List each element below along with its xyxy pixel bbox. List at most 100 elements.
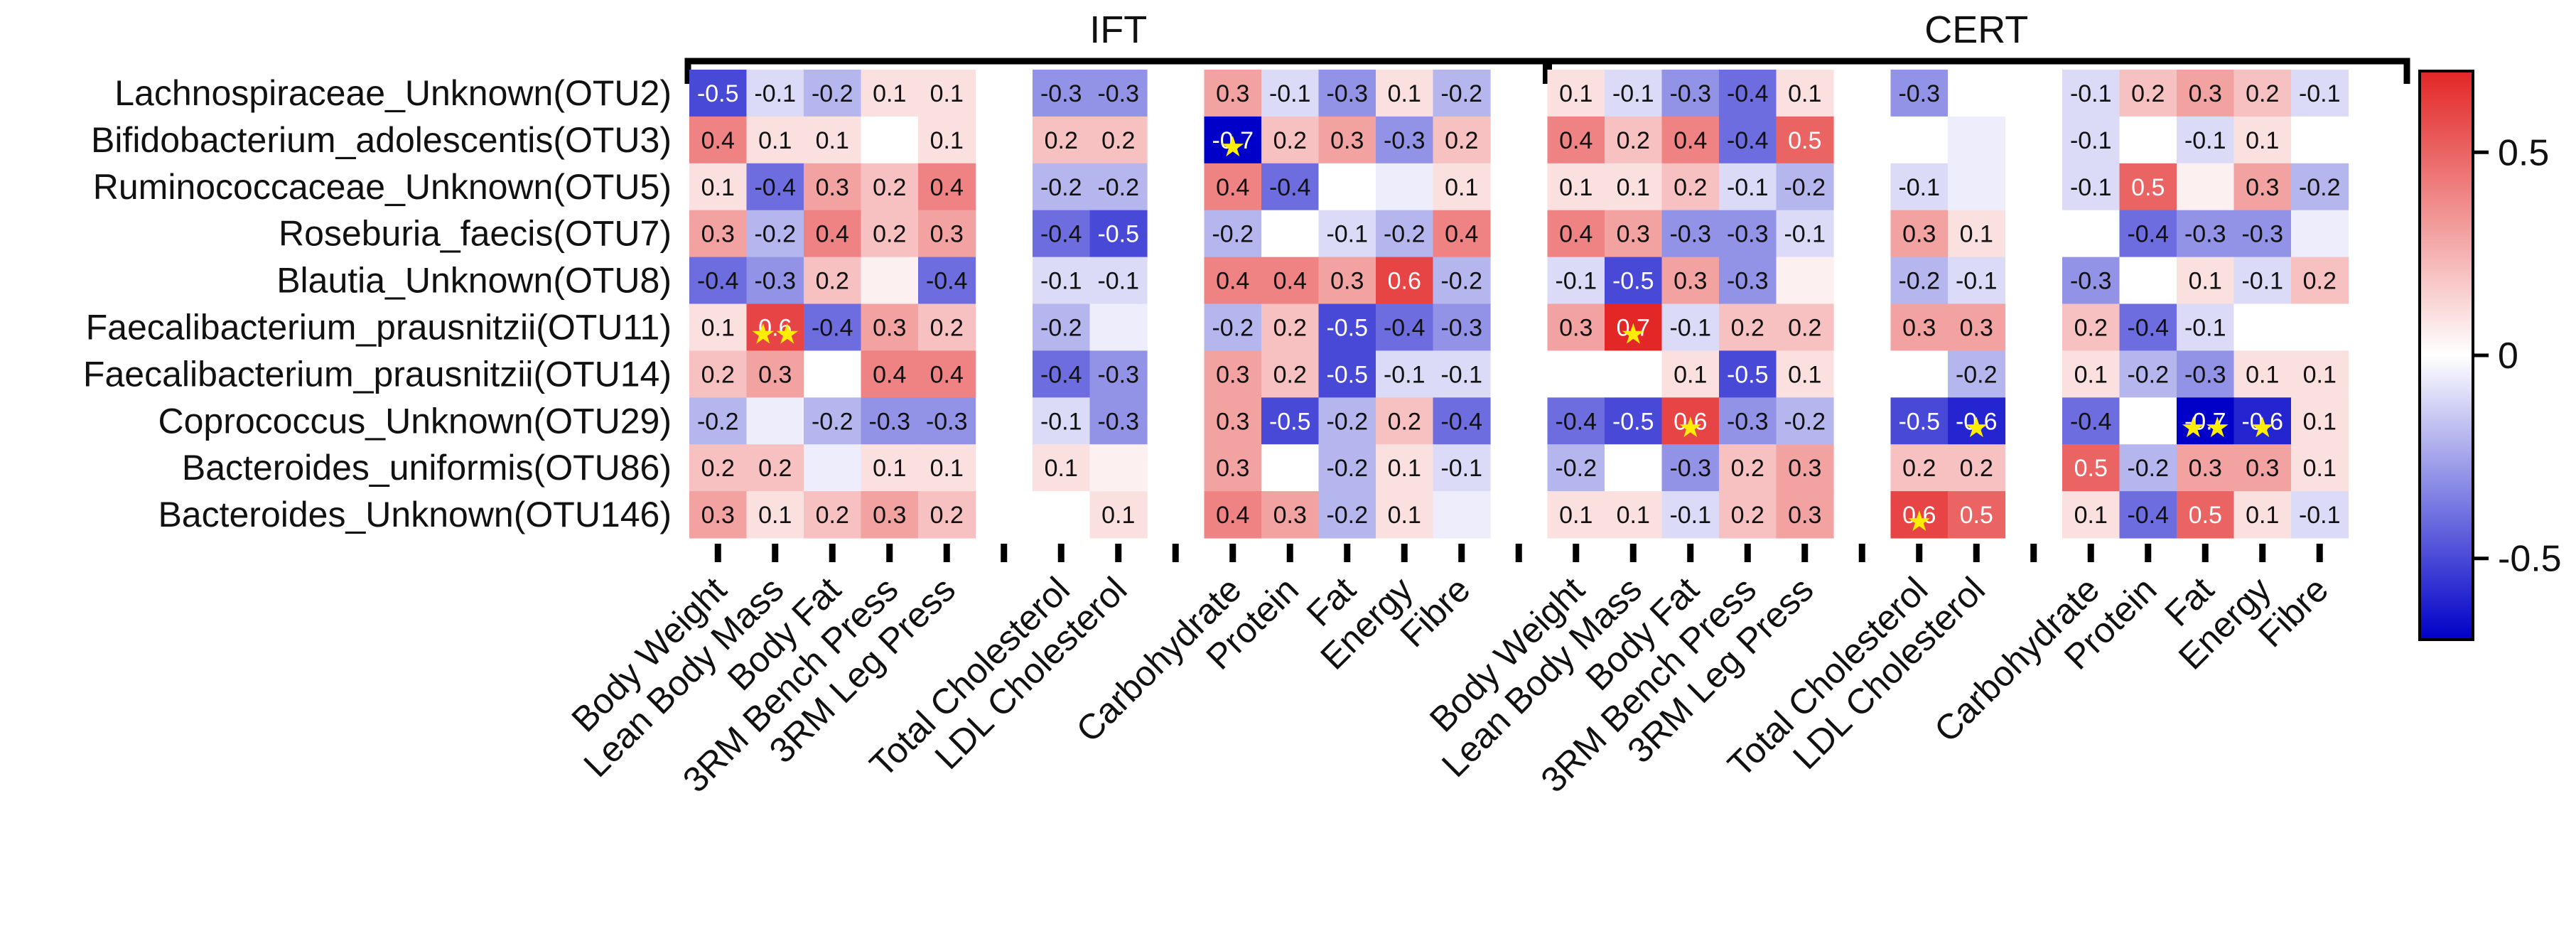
- cell-value-label: -0.4: [1440, 408, 1482, 435]
- heatmap-cell: [2291, 257, 2349, 305]
- heatmap-cell: [1318, 163, 1376, 211]
- heatmap-cell: [1719, 350, 1777, 398]
- heatmap-cell: [1204, 397, 1262, 445]
- heatmap-cell: [1433, 491, 1491, 539]
- heatmap-cell: [1033, 444, 1091, 492]
- cell-value-label: 0.4: [1216, 174, 1249, 201]
- heatmap-cell: [2233, 210, 2292, 258]
- cell-value-label: 0.1: [1617, 174, 1650, 201]
- cell-value-label: 0.1: [2246, 502, 2279, 529]
- column-tick: [1801, 544, 1809, 562]
- heatmap-cell: [746, 163, 804, 211]
- significance-star: ★: [1620, 318, 1646, 350]
- heatmap-cell: [2062, 350, 2120, 398]
- cell-value-label: 0.2: [816, 268, 849, 295]
- cell-value-label: -0.1: [1784, 221, 1826, 248]
- column-tick: [1001, 544, 1008, 562]
- heatmap-cell: [1204, 70, 1262, 117]
- heatmap-cell: [1719, 163, 1777, 211]
- cell-value-label: -0.2: [2299, 174, 2341, 201]
- heatmap-cell: [746, 70, 804, 117]
- heatmap-cell: [1089, 257, 1148, 305]
- cell-value-label: 0.3: [816, 174, 849, 201]
- cell-value-label: -0.5: [1269, 408, 1311, 435]
- significance-star: ★: [775, 318, 800, 350]
- heatmap-cell: [2062, 210, 2120, 258]
- cell-value-label: -0.3: [1669, 80, 1711, 107]
- cell-value-label: 0.2: [2303, 268, 2337, 295]
- heatmap-cell: [2119, 70, 2177, 117]
- heatmap-cell: [1261, 163, 1320, 211]
- heatmap-cell: [804, 116, 862, 164]
- heatmap-cell: [689, 303, 748, 351]
- cell-value-label: -0.1: [2184, 314, 2226, 341]
- cell-value-label: 0.1: [930, 455, 964, 482]
- heatmap-cell: [1661, 350, 1720, 398]
- cell-value-label: -0.1: [1669, 314, 1711, 341]
- heatmap-cell: [2177, 491, 2235, 539]
- heatmap-cells: [689, 70, 2349, 539]
- heatmap-cell: [1547, 350, 1605, 398]
- cell-value-label: 0.6: [758, 314, 792, 341]
- cell-value-label: 0.4: [816, 221, 849, 248]
- heatmap-cell: [1433, 116, 1491, 164]
- cell-value-label: -0.4: [1555, 408, 1597, 435]
- heatmap-cell: [861, 116, 919, 164]
- heatmap-cell: [918, 444, 976, 492]
- column-tick: [2259, 544, 2266, 562]
- heatmap-cell: [804, 350, 862, 398]
- heatmap-cell: [1033, 116, 1091, 164]
- cell-value-label: -0.3: [1326, 80, 1368, 107]
- heatmap-cell: [1719, 210, 1777, 258]
- heatmap-cell: [746, 116, 804, 164]
- heatmap-cell: [746, 303, 804, 351]
- heatmap-cell: [804, 163, 862, 211]
- cell-value-label: -0.1: [1040, 408, 1082, 435]
- cell-value-label: 0.2: [873, 221, 906, 248]
- cell-value-label: -0.3: [1898, 80, 1940, 107]
- heatmap-cell: [1948, 397, 2006, 445]
- cell-value-label: -0.2: [1097, 174, 1139, 201]
- cell-value-label: 0.1: [1101, 502, 1135, 529]
- cell-value-label: -0.3: [1384, 127, 1426, 154]
- cell-value-label: -0.4: [2127, 314, 2169, 341]
- cell-value-label: -0.2: [1212, 221, 1254, 248]
- heatmap-cell: [2291, 70, 2349, 117]
- cell-value-label: -0.4: [697, 268, 739, 295]
- heatmap-cell: [1261, 303, 1320, 351]
- heatmap-cell: [1948, 116, 2006, 164]
- cell-value-label: -0.2: [1040, 314, 1082, 341]
- column-tick: [1115, 544, 1122, 562]
- heatmap-cell: [689, 70, 748, 117]
- heatmap-cell: [1089, 444, 1148, 492]
- heatmap-cell: [1605, 491, 1663, 539]
- cell-value-label: -0.2: [1440, 268, 1482, 295]
- cell-value-label: 0.1: [2189, 268, 2222, 295]
- cell-value-label: 0.5: [1788, 127, 1821, 154]
- heatmap-cell: [2062, 491, 2120, 539]
- cell-value-label: 0.1: [701, 174, 735, 201]
- cell-value-label: 0.2: [930, 314, 964, 341]
- cell-value-label: 0.2: [1388, 408, 1421, 435]
- cell-value-label: -0.4: [1040, 221, 1082, 248]
- cell-value-label: 0.5: [1960, 502, 1993, 529]
- heatmap-cell: [1776, 163, 1834, 211]
- significance-star: ★: [1963, 411, 1989, 444]
- cell-value-label: 0.4: [1216, 268, 1249, 295]
- heatmap-cell: [1547, 491, 1605, 539]
- group-title: CERT: [1924, 9, 2028, 51]
- heatmap-cell: [1605, 350, 1663, 398]
- cell-value-label: -0.3: [1727, 268, 1769, 295]
- cell-value-label: 0.4: [1273, 268, 1307, 295]
- heatmap-cell: [918, 70, 976, 117]
- heatmap-cell: [1376, 303, 1434, 351]
- heatmap-cell: [1033, 257, 1091, 305]
- significance-star: ★: [2204, 411, 2230, 444]
- heatmap-cell: [1204, 350, 1262, 398]
- cell-value-label: 0.2: [1674, 174, 1707, 201]
- heatmap-cell: [1318, 116, 1376, 164]
- heatmap-cell: [1547, 210, 1605, 258]
- cell-value-label: 0.1: [1674, 361, 1707, 388]
- cell-value-label: 0.2: [1731, 502, 1764, 529]
- cell-value-label: 0.1: [758, 502, 792, 529]
